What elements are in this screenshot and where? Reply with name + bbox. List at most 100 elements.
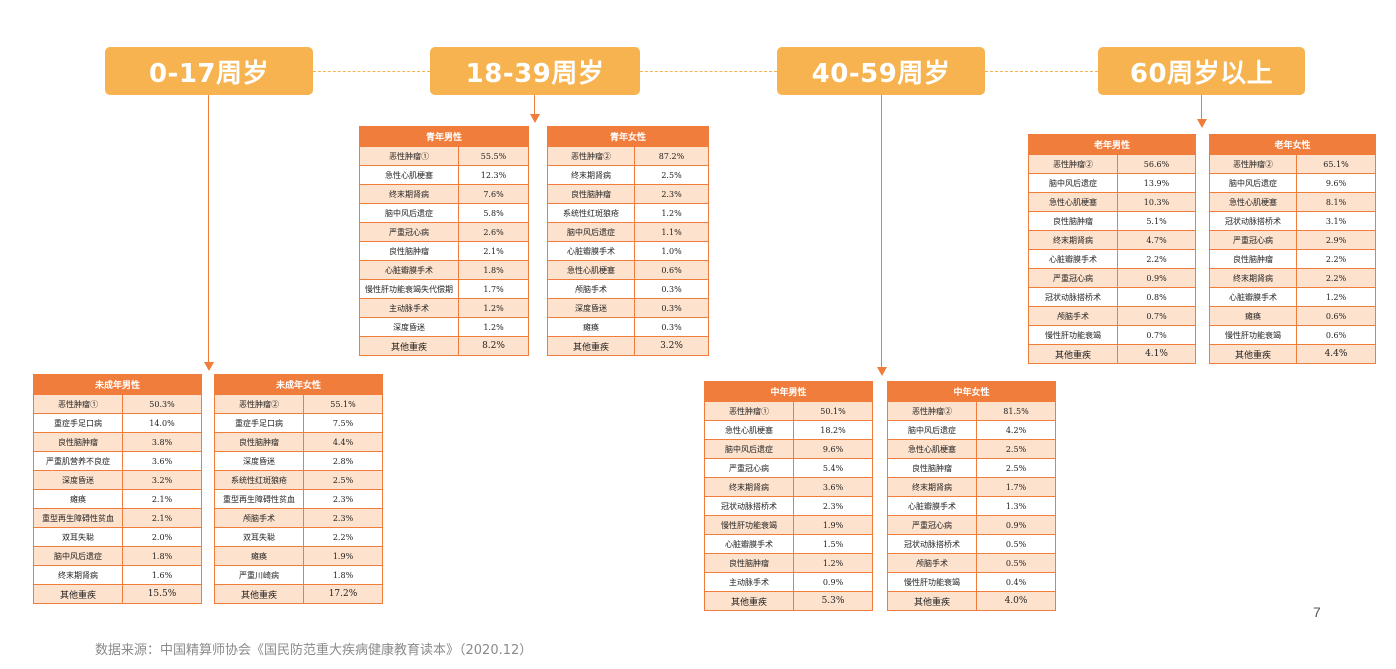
disease-share: 2.6% — [457, 222, 530, 242]
disease-share: 2.0% — [121, 527, 203, 547]
table-row: 重型再生障碍性贫血 2.1% — [33, 508, 203, 528]
disease-share: 1.2% — [457, 317, 530, 337]
table-row: 冠状动脉搭桥术 3.1% — [1209, 211, 1377, 231]
disease-name: 重症手足口病 — [214, 413, 304, 433]
disease-name: 心脏瓣膜手术 — [547, 241, 635, 261]
disease-name: 终末期肾病 — [33, 565, 123, 585]
table-row: 系统性红斑狼疮 2.5% — [214, 470, 384, 490]
disease-name: 恶性肿瘤① — [359, 146, 459, 166]
disease-name: 慢性肝功能衰竭 — [887, 572, 977, 592]
disease-share: 0.3% — [633, 317, 710, 337]
table-row: 颅脑手术 0.5% — [887, 553, 1057, 573]
disease-share: 0.9% — [792, 572, 874, 592]
disease-name: 脑中风后遗症 — [359, 203, 459, 223]
disease-share: 1.8% — [302, 565, 384, 585]
arrow-head-youth — [530, 114, 540, 123]
disease-share: 5.8% — [457, 203, 530, 223]
disease-share: 50.3% — [121, 394, 203, 414]
table-row: 终末期肾病 3.6% — [704, 477, 874, 497]
disease-name: 终末期肾病 — [1209, 268, 1297, 288]
disease-share: 9.6% — [1295, 173, 1377, 193]
disease-name: 瘫痪 — [33, 489, 123, 509]
age-group-40-59: 40-59周岁 — [777, 47, 985, 95]
table-row: 脑中风后遗症 9.6% — [1209, 173, 1377, 193]
disease-name: 急性心肌梗塞 — [547, 260, 635, 280]
disease-name: 恶性肿瘤① — [704, 401, 794, 421]
table-row: 深度昏迷 0.3% — [547, 298, 710, 318]
disease-name: 冠状动脉搭桥术 — [1028, 287, 1118, 307]
disease-share: 1.2% — [1295, 287, 1377, 307]
disease-share: 0.3% — [633, 279, 710, 299]
disease-share: 1.9% — [302, 546, 384, 566]
arrow-head-elder — [1197, 119, 1207, 128]
arrow-head-middle — [877, 367, 887, 376]
table-row: 严重肌营养不良症 3.6% — [33, 451, 203, 471]
disease-name: 严重冠心病 — [359, 222, 459, 242]
table-row: 脑中风后遗症 1.1% — [547, 222, 710, 242]
disease-name: 脑中风后遗症 — [1209, 173, 1297, 193]
disease-name: 其他重疾 — [547, 336, 635, 356]
table-row: 急性心肌梗塞 10.3% — [1028, 192, 1197, 212]
disease-share: 4.0% — [975, 591, 1057, 611]
table-row: 深度昏迷 2.8% — [214, 451, 384, 471]
table-row: 脑中风后遗症 9.6% — [704, 439, 874, 459]
disease-name: 深度昏迷 — [547, 298, 635, 318]
table-row: 主动脉手术 1.2% — [359, 298, 530, 318]
disease-name: 心脏瓣膜手术 — [1209, 287, 1297, 307]
table-row: 急性心肌梗塞 18.2% — [704, 420, 874, 440]
disease-name: 严重冠心病 — [1209, 230, 1297, 250]
disease-name: 良性脑肿瘤 — [33, 432, 123, 452]
disease-name: 急性心肌梗塞 — [887, 439, 977, 459]
table-row: 慢性肝功能衰竭 0.4% — [887, 572, 1057, 592]
disease-name: 严重冠心病 — [1028, 268, 1118, 288]
disease-share: 2.2% — [1295, 249, 1377, 269]
disease-share: 1.0% — [633, 241, 710, 261]
table-row: 急性心肌梗塞 2.5% — [887, 439, 1057, 459]
disease-share: 3.2% — [633, 336, 710, 356]
disease-name: 急性心肌梗塞 — [1028, 192, 1118, 212]
table-row: 重症手足口病 7.5% — [214, 413, 384, 433]
minor-male-table: 未成年男性 恶性肿瘤① 50.3% 重症手足口病 14.0% 良性脑肿瘤 3.8% 严重肌营养… — [32, 374, 203, 604]
disease-name: 良性脑肿瘤 — [359, 241, 459, 261]
disease-share: 0.5% — [975, 553, 1057, 573]
table-row: 其他重疾 15.5% — [33, 584, 203, 604]
elder-female-table: 老年女性 恶性肿瘤② 65.1% 脑中风后遗症 9.6% 急性心肌梗塞 8.1% 冠状动脉搭桥… — [1208, 134, 1377, 364]
table-row: 重型再生障碍性贫血 2.3% — [214, 489, 384, 509]
page-number: 7 — [1313, 604, 1321, 620]
disease-name: 严重川崎病 — [214, 565, 304, 585]
disease-name: 其他重疾 — [887, 591, 977, 611]
disease-name: 良性脑肿瘤 — [1209, 249, 1297, 269]
disease-name: 瘫痪 — [214, 546, 304, 566]
table-row: 深度昏迷 3.2% — [33, 470, 203, 490]
disease-share: 4.1% — [1116, 344, 1197, 364]
disease-share: 2.2% — [1295, 268, 1377, 288]
disease-name: 终末期肾病 — [704, 477, 794, 497]
table-row: 恶性肿瘤② 87.2% — [547, 146, 710, 166]
disease-name: 脑中风后遗症 — [33, 546, 123, 566]
disease-name: 慢性肝功能衰竭 — [1028, 325, 1118, 345]
age-group-18-39: 18-39周岁 — [430, 47, 640, 95]
table-row: 严重冠心病 5.4% — [704, 458, 874, 478]
timeline-connector — [640, 71, 777, 72]
disease-name: 严重肌营养不良症 — [33, 451, 123, 471]
table-row: 其他重疾 3.2% — [547, 336, 710, 356]
disease-share: 0.6% — [1295, 325, 1377, 345]
disease-name: 心脏瓣膜手术 — [887, 496, 977, 516]
minor-female-table: 未成年女性 恶性肿瘤② 55.1% 重症手足口病 7.5% 良性脑肿瘤 4.4% 深度昏迷 2.… — [213, 374, 384, 604]
table-row: 终末期肾病 1.7% — [887, 477, 1057, 497]
table-row: 主动脉手术 0.9% — [704, 572, 874, 592]
arrow-head-minor — [204, 362, 214, 371]
disease-name: 终末期肾病 — [547, 165, 635, 185]
arrow-line-elder — [1201, 95, 1202, 119]
disease-name: 颅脑手术 — [887, 553, 977, 573]
disease-name: 良性脑肿瘤 — [214, 432, 304, 452]
table-row: 严重冠心病 2.9% — [1209, 230, 1377, 250]
table-row: 急性心肌梗塞 0.6% — [547, 260, 710, 280]
disease-name: 脑中风后遗症 — [704, 439, 794, 459]
table-title: 未成年男性 — [32, 374, 203, 395]
arrow-line-middle — [881, 95, 882, 367]
table-row: 其他重疾 17.2% — [214, 584, 384, 604]
disease-name: 颅脑手术 — [547, 279, 635, 299]
disease-share: 2.1% — [457, 241, 530, 261]
table-row: 恶性肿瘤② 81.5% — [887, 401, 1057, 421]
